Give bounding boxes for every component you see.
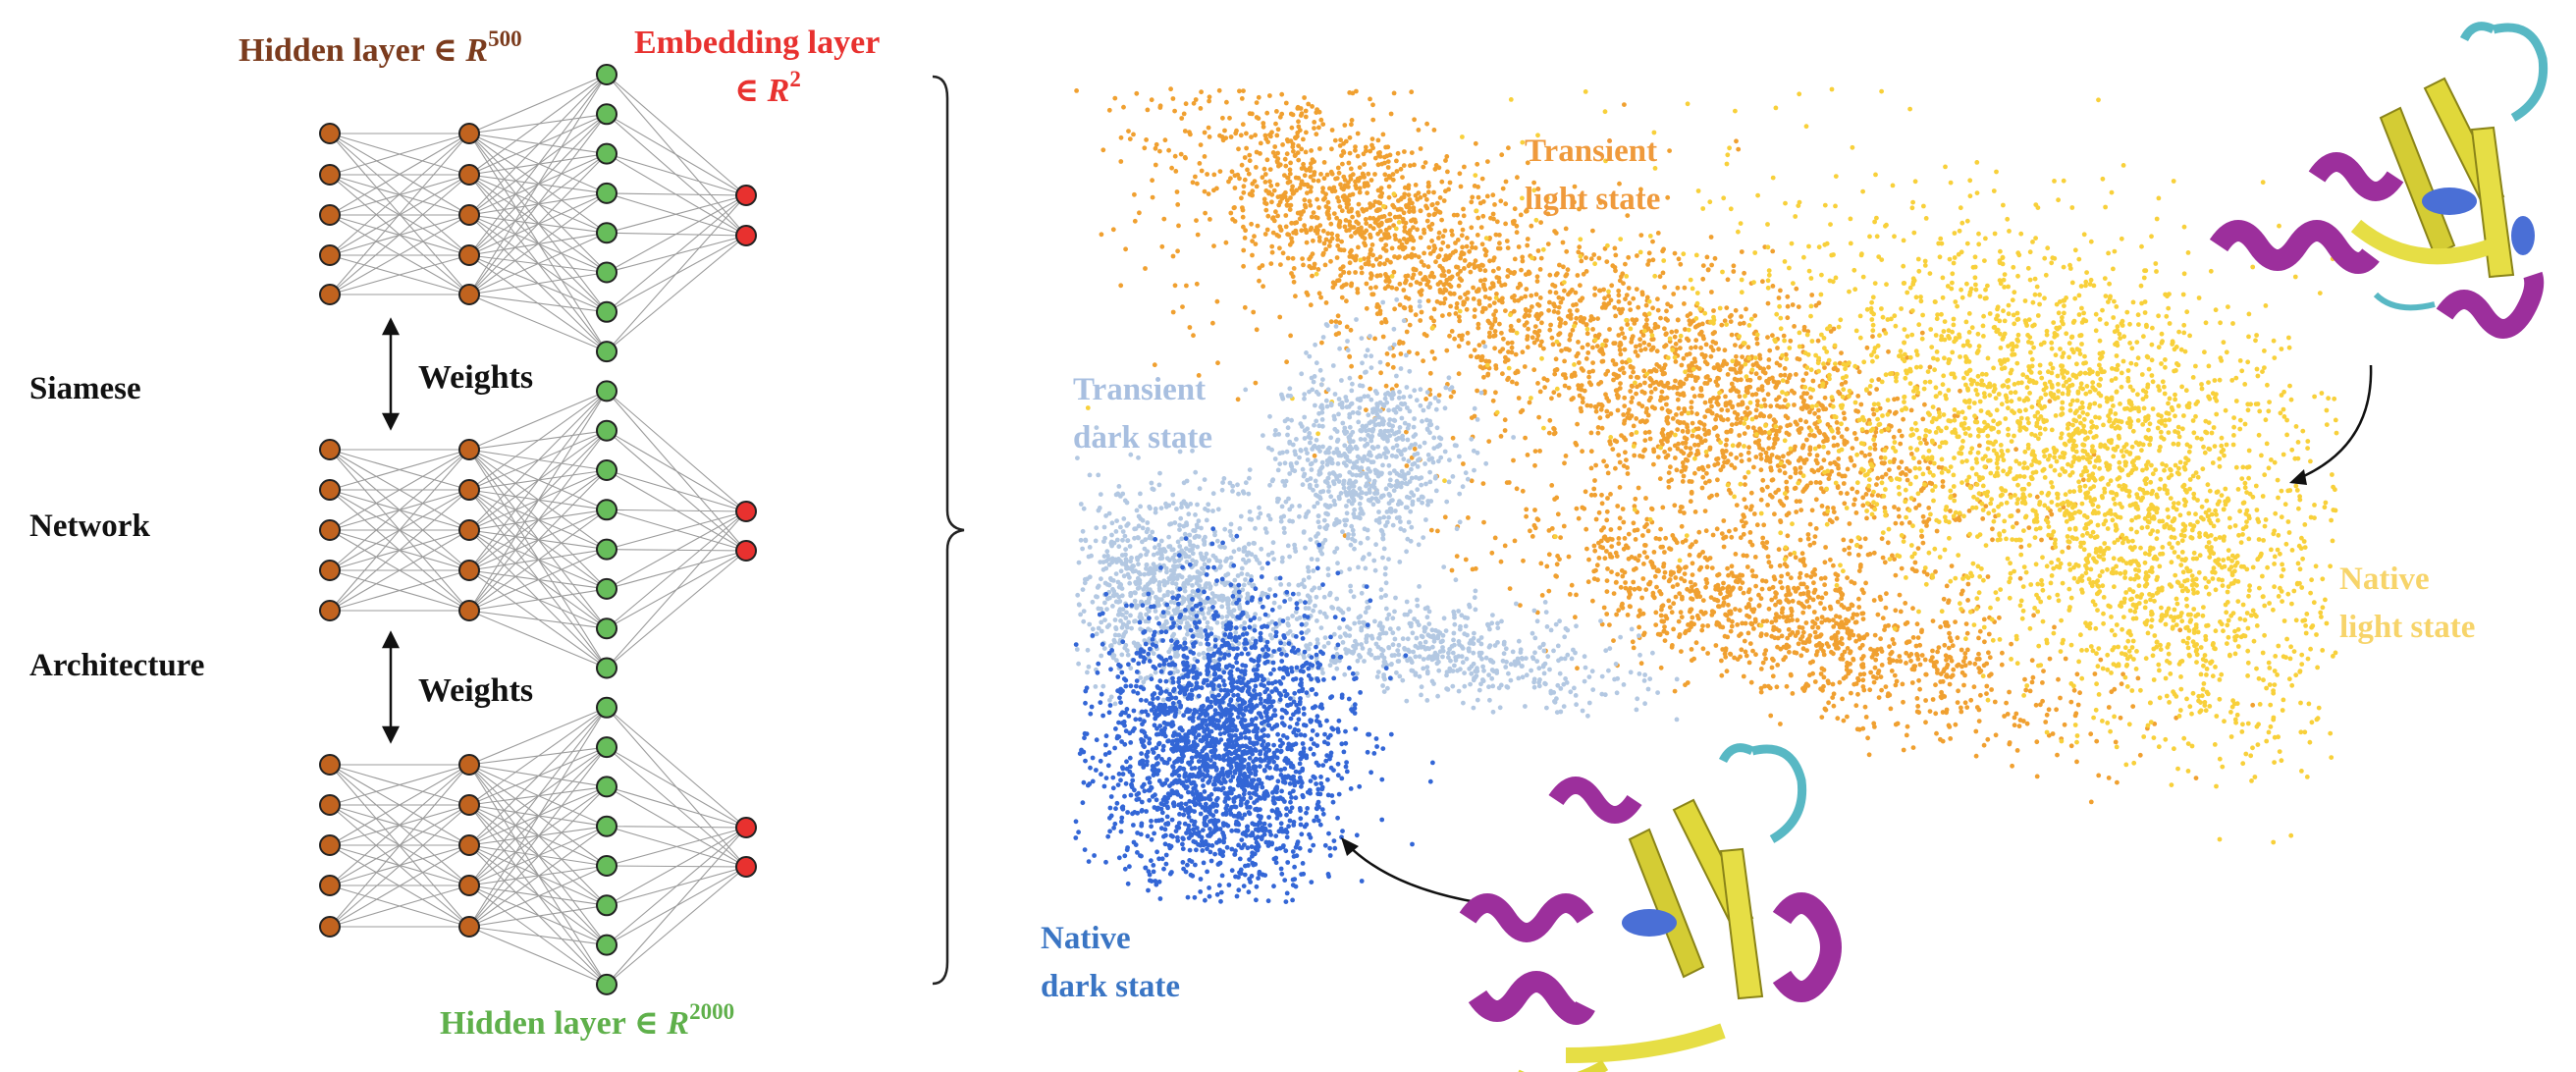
green-node-0 <box>596 64 617 85</box>
green-node-5 <box>596 261 617 284</box>
scatter-points <box>1073 86 2339 904</box>
green-node-4 <box>596 222 617 244</box>
brown-node-in-2-0 <box>319 754 341 776</box>
cluster-native-light-spread <box>1085 86 2339 783</box>
brown-node-in-1-1 <box>319 479 341 501</box>
brown-node-mid-2-4 <box>458 916 480 938</box>
green-node-12 <box>596 538 617 561</box>
brown-node-in-2-1 <box>319 794 341 816</box>
brown-node-mid-1-1 <box>458 479 480 501</box>
brown-node-in-2-4 <box>319 916 341 938</box>
brown-node-in-2-2 <box>319 834 341 856</box>
siamese-network-diagram: Hidden layer ∈ R500 Embedding layer ∈ R2… <box>29 25 965 1042</box>
brown-node-in-0-4 <box>319 284 341 305</box>
green-node-22 <box>596 934 617 956</box>
green-node-17 <box>596 736 617 759</box>
red-node-0-1 <box>735 225 757 246</box>
brown-node-mid-1-3 <box>458 560 480 581</box>
cluster-native-light-b <box>1868 361 2338 845</box>
brown-node-in-0-3 <box>319 244 341 266</box>
green-node-10 <box>596 459 617 481</box>
brown-node-mid-0-1 <box>458 164 480 186</box>
brown-node-mid-2-0 <box>458 754 480 776</box>
state-label-native-light: Native light state <box>2339 562 2475 645</box>
brown-node-in-1-3 <box>319 560 341 581</box>
cluster-transient-dark-a <box>1220 296 1516 657</box>
protein-structure-light <box>2209 22 2549 339</box>
brown-node-in-1-4 <box>319 600 341 621</box>
top-hidden-layer-label: Hidden layer ∈ R500 <box>239 27 522 69</box>
green-node-6 <box>596 300 617 323</box>
red-node-2-0 <box>735 817 757 838</box>
network-connections <box>329 74 747 986</box>
brown-node-mid-0-3 <box>458 244 480 266</box>
cluster-transient-light-spread <box>1099 89 2086 590</box>
cluster-native-dark <box>1073 526 1435 904</box>
red-node-1-0 <box>735 501 757 522</box>
state-label-transient-light: Transient light state <box>1525 134 1660 217</box>
side-word-network: Network <box>29 509 150 544</box>
brown-node-in-0-0 <box>319 123 341 144</box>
shared-weights-arrow-lower <box>381 630 401 744</box>
green-node-14 <box>596 617 617 640</box>
brown-node-in-1-0 <box>319 439 341 460</box>
green-node-20 <box>596 855 617 877</box>
brown-node-mid-1-2 <box>458 519 480 541</box>
brown-node-in-2-3 <box>319 875 341 896</box>
brown-node-mid-0-4 <box>458 284 480 305</box>
green-node-18 <box>596 776 617 798</box>
protein-structure-dark <box>1459 743 1842 1072</box>
brown-node-in-0-1 <box>319 164 341 186</box>
green-node-23 <box>596 973 617 995</box>
green-node-7 <box>596 341 617 363</box>
red-node-2-1 <box>735 856 757 878</box>
side-word-siamese: Siamese <box>29 371 141 406</box>
green-node-11 <box>596 499 617 521</box>
brown-node-mid-0-0 <box>458 123 480 144</box>
embedding-scatter-plot <box>1073 86 2339 904</box>
grouping-brace <box>932 75 965 986</box>
green-node-15 <box>596 657 617 679</box>
green-node-8 <box>596 380 617 402</box>
state-label-transient-dark: Transient dark state <box>1073 372 1212 456</box>
green-node-13 <box>596 577 617 600</box>
side-word-architecture: Architecture <box>29 648 204 683</box>
green-node-2 <box>596 142 617 165</box>
embedding-layer-label-line1: Embedding layer <box>634 25 880 61</box>
cluster-transient-light-c <box>1395 417 2256 805</box>
brown-node-in-0-2 <box>319 204 341 226</box>
red-node-1-1 <box>735 540 757 562</box>
green-node-3 <box>596 182 617 204</box>
state-label-native-dark: Native dark state <box>1041 921 1180 1004</box>
shared-weights-arrow-upper <box>381 317 401 431</box>
brown-node-mid-1-0 <box>458 439 480 460</box>
green-node-21 <box>596 894 617 917</box>
brown-node-mid-2-1 <box>458 794 480 816</box>
brown-node-in-1-2 <box>319 519 341 541</box>
arrow-to-native-light <box>2289 364 2373 485</box>
arrow-to-native-dark <box>1341 837 1496 907</box>
brown-node-mid-0-2 <box>458 204 480 226</box>
embedding-layer-label-line2: ∈ R2 <box>734 67 801 109</box>
green-node-9 <box>596 419 617 442</box>
brown-node-mid-1-4 <box>458 600 480 621</box>
weights-label-lower: Weights <box>418 672 533 709</box>
network-nodes <box>319 64 757 995</box>
green-node-1 <box>596 103 617 126</box>
brown-node-mid-2-2 <box>458 834 480 856</box>
weights-label-upper: Weights <box>418 359 533 396</box>
brown-node-mid-2-3 <box>458 875 480 896</box>
green-node-19 <box>596 815 617 837</box>
red-node-0-0 <box>735 185 757 206</box>
bottom-hidden-layer-label: Hidden layer ∈ R2000 <box>440 999 734 1042</box>
green-node-16 <box>596 696 617 719</box>
